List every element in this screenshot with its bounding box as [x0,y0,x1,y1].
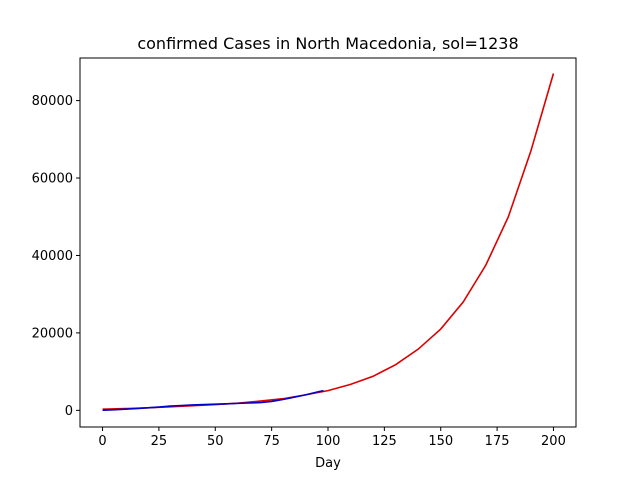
x-tick-label: 150 [428,434,453,449]
plot-area [80,58,576,427]
x-tick-label: 0 [98,434,106,449]
x-tick-label: 175 [485,434,510,449]
series-line-1 [102,389,324,411]
x-axis: 0 25 50 75 100 125 150 175 200 [98,427,566,449]
series-layer [102,73,555,411]
y-axis: 0 20000 40000 60000 80000 [32,94,80,419]
x-axis-label: Day [315,456,341,471]
plot-frame [79,57,577,428]
x-tick-label: 50 [207,434,224,449]
y-tick-label: 0 [65,404,73,419]
x-tick-label: 100 [316,434,341,449]
y-tick-label: 80000 [32,94,73,109]
chart-title: confirmed Cases in North Macedonia, sol=… [137,34,518,53]
x-tick-label: 125 [372,434,397,449]
x-tick-label: 200 [541,434,566,449]
x-tick-label: 75 [263,434,280,449]
y-tick-label: 60000 [32,172,73,187]
y-tick-label: 40000 [32,249,73,264]
x-tick-label: 25 [151,434,168,449]
y-tick-label: 20000 [32,326,73,341]
